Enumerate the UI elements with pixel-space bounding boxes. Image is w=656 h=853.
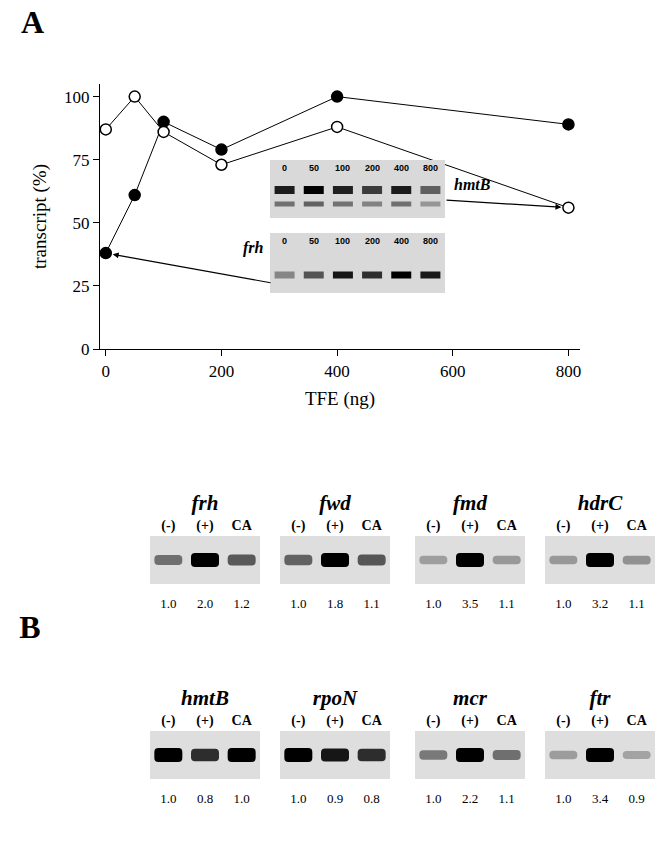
svg-text:1.0: 1.0 bbox=[160, 596, 176, 611]
svg-text:hdrC: hdrC bbox=[578, 491, 623, 515]
svg-text:2.2: 2.2 bbox=[462, 791, 478, 806]
svg-text:1.0: 1.0 bbox=[555, 791, 571, 806]
svg-text:(-): (-) bbox=[426, 518, 440, 534]
svg-text:1.0: 1.0 bbox=[234, 791, 250, 806]
svg-text:0.8: 0.8 bbox=[364, 791, 380, 806]
svg-text:CA: CA bbox=[362, 518, 383, 533]
svg-text:100: 100 bbox=[335, 236, 350, 246]
svg-text:(+): (+) bbox=[461, 518, 479, 534]
svg-text:0: 0 bbox=[102, 362, 111, 381]
svg-text:0: 0 bbox=[282, 163, 287, 173]
svg-text:(+): (+) bbox=[196, 713, 214, 729]
svg-text:(+): (+) bbox=[591, 518, 609, 534]
svg-text:(+): (+) bbox=[461, 713, 479, 729]
svg-text:3.2: 3.2 bbox=[592, 596, 608, 611]
svg-text:200: 200 bbox=[365, 236, 380, 246]
svg-text:B: B bbox=[19, 609, 40, 645]
svg-text:1.0: 1.0 bbox=[425, 596, 441, 611]
svg-text:(-): (-) bbox=[161, 713, 175, 729]
svg-text:1.0: 1.0 bbox=[425, 791, 441, 806]
svg-text:400: 400 bbox=[324, 362, 350, 381]
svg-text:CA: CA bbox=[362, 713, 383, 728]
svg-text:75: 75 bbox=[73, 151, 90, 170]
svg-text:CA: CA bbox=[627, 518, 648, 533]
svg-text:1.2: 1.2 bbox=[234, 596, 250, 611]
svg-text:(-): (-) bbox=[291, 713, 305, 729]
svg-text:600: 600 bbox=[440, 362, 466, 381]
svg-text:100: 100 bbox=[335, 163, 350, 173]
svg-text:fwd: fwd bbox=[319, 491, 351, 515]
svg-text:mcr: mcr bbox=[453, 686, 488, 710]
svg-text:(-): (-) bbox=[291, 518, 305, 534]
svg-text:1.1: 1.1 bbox=[499, 791, 515, 806]
svg-text:1.1: 1.1 bbox=[629, 596, 645, 611]
svg-text:1.0: 1.0 bbox=[555, 596, 571, 611]
svg-text:frh: frh bbox=[192, 491, 219, 515]
svg-text:1.0: 1.0 bbox=[290, 791, 306, 806]
svg-text:(-): (-) bbox=[161, 518, 175, 534]
svg-text:1.1: 1.1 bbox=[499, 596, 515, 611]
svg-text:(+): (+) bbox=[591, 713, 609, 729]
svg-text:50: 50 bbox=[73, 214, 90, 233]
svg-text:(-): (-) bbox=[556, 518, 570, 534]
svg-text:CA: CA bbox=[627, 713, 648, 728]
svg-text:transcript (%): transcript (%) bbox=[29, 164, 51, 269]
svg-text:1.0: 1.0 bbox=[160, 791, 176, 806]
svg-text:(+): (+) bbox=[196, 518, 214, 534]
svg-text:CA: CA bbox=[232, 518, 253, 533]
svg-text:0.8: 0.8 bbox=[197, 791, 213, 806]
svg-text:(+): (+) bbox=[326, 713, 344, 729]
svg-text:100: 100 bbox=[64, 88, 90, 107]
svg-text:0: 0 bbox=[282, 236, 287, 246]
svg-text:1.8: 1.8 bbox=[327, 596, 343, 611]
svg-text:800: 800 bbox=[423, 163, 438, 173]
svg-text:800: 800 bbox=[556, 362, 582, 381]
svg-text:ftr: ftr bbox=[590, 686, 612, 710]
svg-text:1.1: 1.1 bbox=[364, 596, 380, 611]
svg-text:CA: CA bbox=[497, 713, 518, 728]
svg-text:25: 25 bbox=[73, 277, 90, 296]
svg-text:2.0: 2.0 bbox=[197, 596, 213, 611]
svg-text:800: 800 bbox=[423, 236, 438, 246]
svg-text:3.4: 3.4 bbox=[592, 791, 609, 806]
svg-text:TFE (ng): TFE (ng) bbox=[305, 388, 375, 410]
svg-text:frh: frh bbox=[243, 239, 264, 257]
svg-text:0: 0 bbox=[81, 340, 90, 359]
svg-text:(-): (-) bbox=[556, 713, 570, 729]
svg-text:50: 50 bbox=[309, 236, 319, 246]
svg-text:CA: CA bbox=[497, 518, 518, 533]
svg-text:(-): (-) bbox=[426, 713, 440, 729]
svg-text:3.5: 3.5 bbox=[462, 596, 478, 611]
svg-text:hmtB: hmtB bbox=[454, 176, 491, 193]
svg-text:CA: CA bbox=[232, 713, 253, 728]
svg-text:50: 50 bbox=[309, 163, 319, 173]
svg-text:fmd: fmd bbox=[453, 491, 487, 515]
svg-text:hmtB: hmtB bbox=[181, 686, 229, 710]
svg-text:400: 400 bbox=[394, 236, 409, 246]
svg-text:1.0: 1.0 bbox=[290, 596, 306, 611]
svg-text:(+): (+) bbox=[326, 518, 344, 534]
svg-text:200: 200 bbox=[365, 163, 380, 173]
svg-text:200: 200 bbox=[209, 362, 235, 381]
svg-text:400: 400 bbox=[394, 163, 409, 173]
svg-text:0.9: 0.9 bbox=[629, 791, 645, 806]
svg-text:0.9: 0.9 bbox=[327, 791, 343, 806]
svg-text:rpoN: rpoN bbox=[313, 686, 358, 710]
svg-text:A: A bbox=[21, 4, 44, 40]
